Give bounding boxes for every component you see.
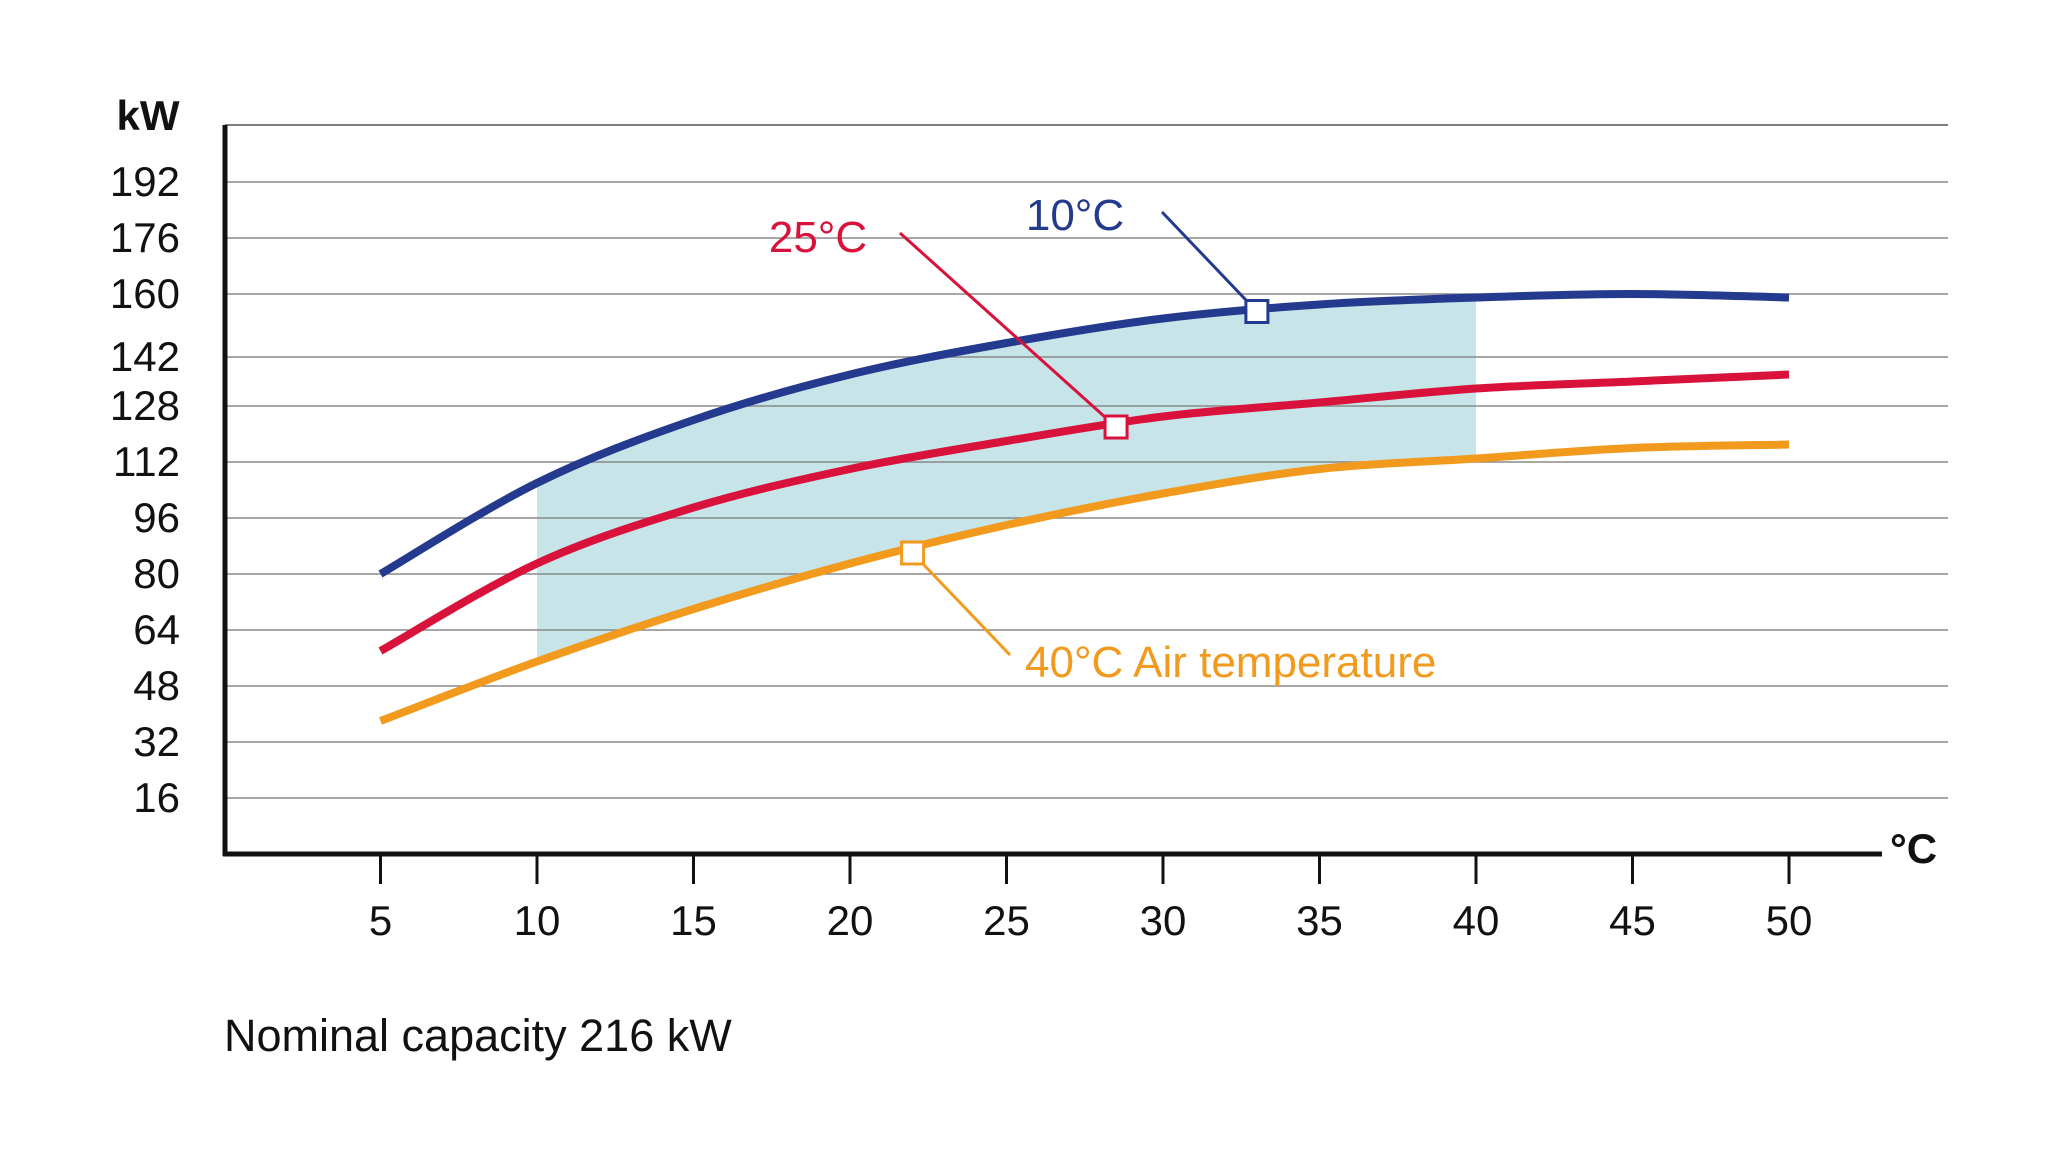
y-tick-label-128: 128 (110, 382, 180, 429)
x-tick-label-25: 25 (983, 897, 1030, 944)
x-tick-label-5: 5 (369, 897, 392, 944)
y-tick-label-160: 160 (110, 270, 180, 317)
series-marker-3 (900, 540, 926, 566)
series-line-2 (378, 370, 1790, 655)
callout-leader-2 (898, 231, 1118, 429)
callout-leader-1 (1160, 210, 1258, 313)
y-tick-label-176: 176 (110, 214, 180, 261)
y-tick-label-48: 48 (133, 662, 180, 709)
y-tick-label-192: 192 (110, 158, 180, 205)
y-tick-label-80: 80 (133, 550, 180, 597)
callout-leader-3 (911, 551, 1012, 657)
x-tick-label-20: 20 (827, 897, 874, 944)
x-tick-label-40: 40 (1453, 897, 1500, 944)
y-tick-label-142: 142 (110, 333, 180, 380)
series-line-3 (379, 440, 1790, 725)
y-axis-unit-label: kW (117, 92, 180, 139)
series-line-1 (378, 289, 1790, 578)
series-label-3: 40°C Air temperature (1025, 638, 1436, 687)
shaded-region-layer (537, 297, 1476, 662)
y-tick-label-64: 64 (133, 606, 180, 653)
y-tick-label-96: 96 (133, 494, 180, 541)
series-label-2: 25°C (769, 213, 867, 262)
axes-layer (222, 124, 1948, 857)
series-marker-2 (1103, 414, 1129, 440)
series-marker-1 (1244, 299, 1270, 324)
x-tick-label-10: 10 (514, 897, 561, 944)
x-tick-label-30: 30 (1140, 897, 1187, 944)
y-tick-label-16: 16 (133, 774, 180, 821)
y-tick-label-32: 32 (133, 718, 180, 765)
x-tick-label-45: 45 (1609, 897, 1656, 944)
footnote: Nominal capacity 216 kW (224, 1010, 732, 1061)
x-tick-label-50: 50 (1766, 897, 1813, 944)
shaded-operating-region (537, 297, 1476, 662)
series-label-1: 10°C (1026, 191, 1124, 240)
y-tick-label-112: 112 (113, 438, 180, 485)
x-tick-label-15: 15 (670, 897, 717, 944)
series-layer (378, 289, 1790, 725)
callout-layer: 10°C 25°C 40°C Air temperature (769, 191, 1437, 687)
x-tick-label-35: 35 (1296, 897, 1343, 944)
x-axis-unit-label: °C (1890, 825, 1937, 872)
